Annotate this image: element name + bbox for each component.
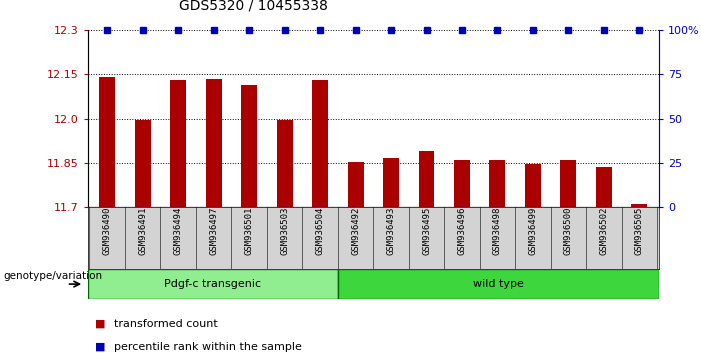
Bar	[525, 164, 541, 207]
Text: ■: ■	[95, 319, 105, 329]
Bar	[383, 158, 399, 207]
Bar	[88, 269, 338, 299]
Bar	[489, 160, 505, 207]
Bar	[135, 120, 151, 207]
Bar	[170, 80, 186, 207]
Text: transformed count: transformed count	[114, 319, 218, 329]
Text: percentile rank within the sample: percentile rank within the sample	[114, 342, 302, 352]
Bar	[312, 80, 328, 207]
Bar	[205, 79, 222, 207]
Bar	[561, 160, 576, 207]
Bar	[596, 167, 612, 207]
Text: wild type: wild type	[472, 279, 524, 289]
Bar	[338, 269, 659, 299]
Bar	[99, 77, 115, 207]
Bar	[277, 120, 292, 207]
Text: Pdgf-c transgenic: Pdgf-c transgenic	[164, 279, 261, 289]
Text: GDS5320 / 10455338: GDS5320 / 10455338	[179, 0, 327, 12]
Text: ■: ■	[95, 342, 105, 352]
Text: genotype/variation: genotype/variation	[4, 271, 102, 281]
Bar	[632, 204, 648, 207]
Bar	[418, 151, 435, 207]
Bar	[348, 162, 364, 207]
Bar	[241, 85, 257, 207]
Bar	[454, 160, 470, 207]
